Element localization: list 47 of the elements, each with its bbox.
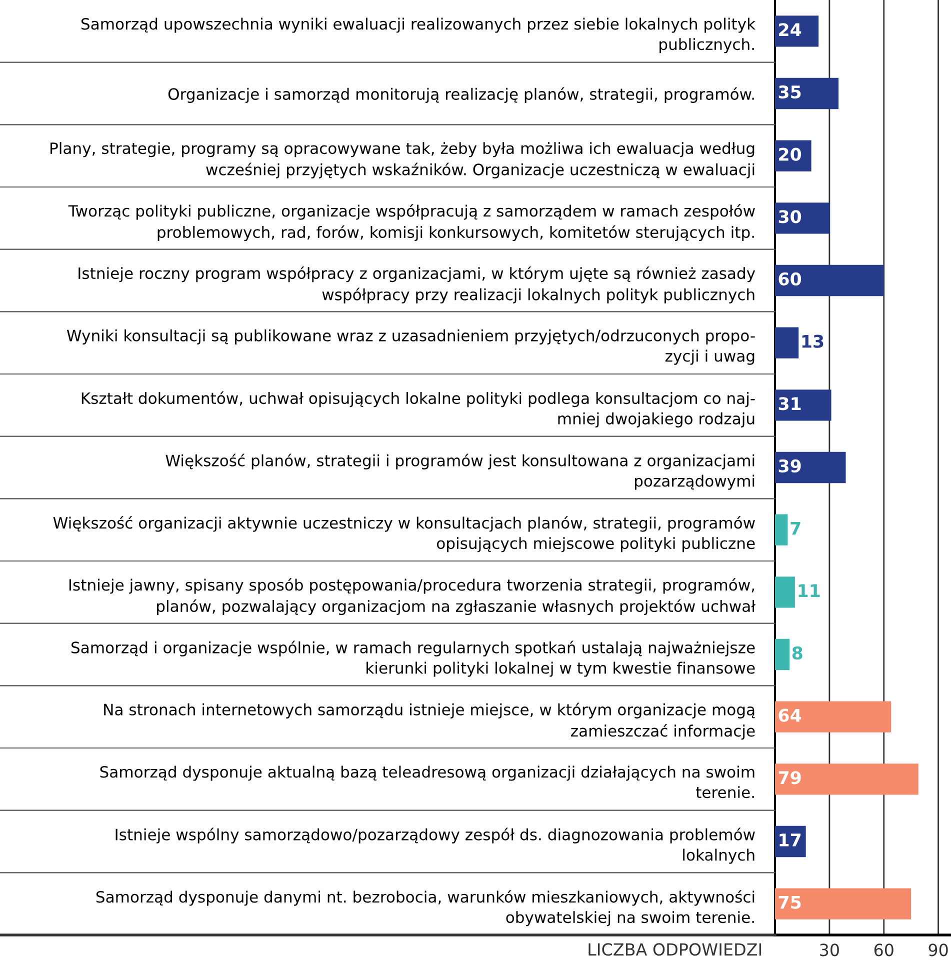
x-tick-label: 30 — [820, 944, 839, 956]
data-label: 79 — [778, 771, 801, 784]
bar — [775, 764, 918, 795]
bar — [775, 514, 788, 546]
y-tick-label: Istnieje roczny program współpracy z organizacjami, w którym ujęte są również zasady współpracy przy realizacji lokalnych polityk publicznych — [78, 266, 756, 304]
bar — [775, 701, 892, 732]
bar — [775, 202, 830, 234]
bar — [775, 78, 839, 110]
y-tick-label: Samorząd dysponuje aktualną bazą teleadresową organizacji działających na swoim terenie. — [100, 766, 754, 798]
y-tick-label: Większość organizacji aktywnie uczestniczy w konsultacjach planów, strategii, programów opisujących miejscowe polityki publiczne — [53, 516, 755, 552]
data-label: 35 — [778, 85, 801, 99]
x-tick-label: 90 — [928, 944, 948, 956]
data-label: 17 — [780, 834, 800, 846]
bar — [775, 390, 832, 421]
data-label: 7 — [790, 522, 800, 535]
y-tick-label: Organizacje i samorząd monitorują realizację planów, strategii, programów. — [168, 87, 754, 103]
y-tick-label: Wyniki konsultacji są publikowane wraz z uzasadnieniem przyjętych/odrzuconych propo- zycji i uwag — [66, 329, 755, 365]
data-label: 60 — [778, 272, 802, 286]
bar — [775, 576, 795, 608]
y-tick-label: Na stronach internetowych samorządu istnieje miejsce, w którym organizacje mogą zamieszczać informacje — [104, 702, 755, 740]
data-label: 20 — [779, 148, 802, 161]
y-tick-label: Tworząc polityki publiczne, organizacje współpracują z samorządem w ramach zespołów problemowych, rad, forów, komisji konkursowych, komitetów sterujących itp. — [68, 204, 755, 242]
y-tick-label: Samorząd upowszechnia wyniki ewaluacji realizowanych przez siebie lokalnych polityk publicznych. — [81, 18, 756, 54]
bar — [775, 264, 884, 296]
y-tick-label: Kształt dokumentów, uchwał opisujących lokalne polityki podlega konsultacjom co naj- mniej dwojakiego rodzaju — [82, 391, 755, 428]
x-tick-label: 60 — [874, 944, 894, 956]
y-tick-label: Istnieje jawny, spisany sposób postępowania/procedura tworzenia strategii, programów, planów, pozwalający organizacjom na zgłaszanie własnych projektów uchwał — [69, 578, 756, 616]
data-label: 11 — [798, 584, 820, 597]
y-tick-label: Plany, strategie, programy są opracowywane tak, żeby była możliwa ich ewaluacja według wcześniej przyjętych wskaźników. Organizacje uczestniczą w ewaluacji — [50, 142, 754, 178]
y-tick-label: Samorząd i organizacje wspólnie, w ramach regularnych spotkań ustalają najważniejsze kierunki polityki lokalnej w tym kwestie finansowe — [72, 640, 755, 677]
data-label: 75 — [778, 896, 801, 909]
bar — [775, 452, 846, 484]
data-label: 8 — [792, 646, 802, 660]
y-tick-label: Większość planów, strategii i programów jest konsultowana z organizacjami pozarządowymi — [166, 454, 754, 490]
data-label: 30 — [778, 210, 802, 224]
bar — [775, 888, 912, 920]
bar — [775, 327, 799, 358]
bar — [775, 16, 819, 47]
y-tick-label: Samorząd dysponuje danymi nt. bezrobocia, warunków mieszkaniowych, aktywności obywatelskiej na swoim terenie. — [96, 890, 754, 926]
data-label: 31 — [778, 397, 801, 410]
bar — [775, 638, 790, 670]
y-tick-label: Istnieje wspólny samorządowo/pozarządowy zespół ds. diagnozowania problemów lokalnych — [116, 828, 755, 864]
data-label: 24 — [779, 23, 802, 36]
data-label: 39 — [778, 459, 801, 473]
data-label: 64 — [778, 708, 802, 722]
x-axis-title: LICZBA ODPOWIEDZI — [588, 943, 762, 956]
data-label: 13 — [802, 334, 824, 348]
